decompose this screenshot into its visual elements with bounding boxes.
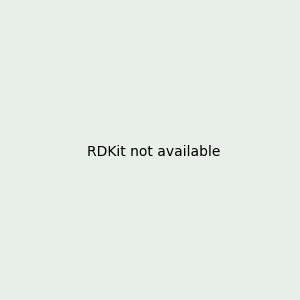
Text: RDKit not available: RDKit not available [87,145,220,158]
